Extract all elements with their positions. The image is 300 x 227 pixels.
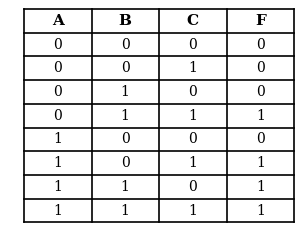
Text: 0: 0 [121,38,130,52]
Text: 0: 0 [53,61,62,75]
Text: 1: 1 [188,61,197,75]
Text: 1: 1 [188,204,197,218]
Text: 1: 1 [121,204,130,218]
Text: 0: 0 [188,180,197,194]
Text: 0: 0 [53,38,62,52]
Text: 0: 0 [121,156,130,170]
Text: 1: 1 [53,204,62,218]
Text: C: C [187,14,199,28]
Text: 1: 1 [256,204,265,218]
Text: 1: 1 [256,180,265,194]
Text: 1: 1 [256,109,265,123]
Text: 0: 0 [121,61,130,75]
Text: 1: 1 [121,180,130,194]
Text: 0: 0 [256,61,265,75]
Text: 1: 1 [53,180,62,194]
Text: 1: 1 [121,85,130,99]
Text: 0: 0 [188,133,197,146]
Text: 1: 1 [188,156,197,170]
Text: A: A [52,14,64,28]
Text: 0: 0 [121,133,130,146]
Text: 0: 0 [188,85,197,99]
Text: 1: 1 [188,109,197,123]
Text: 0: 0 [256,85,265,99]
Text: 0: 0 [256,38,265,52]
Text: B: B [119,14,132,28]
Text: 0: 0 [256,133,265,146]
Text: 1: 1 [121,109,130,123]
Text: 0: 0 [53,109,62,123]
Text: 0: 0 [188,38,197,52]
Text: 1: 1 [53,133,62,146]
Text: F: F [255,14,266,28]
Text: 1: 1 [53,156,62,170]
Text: 0: 0 [53,85,62,99]
Text: 1: 1 [256,156,265,170]
